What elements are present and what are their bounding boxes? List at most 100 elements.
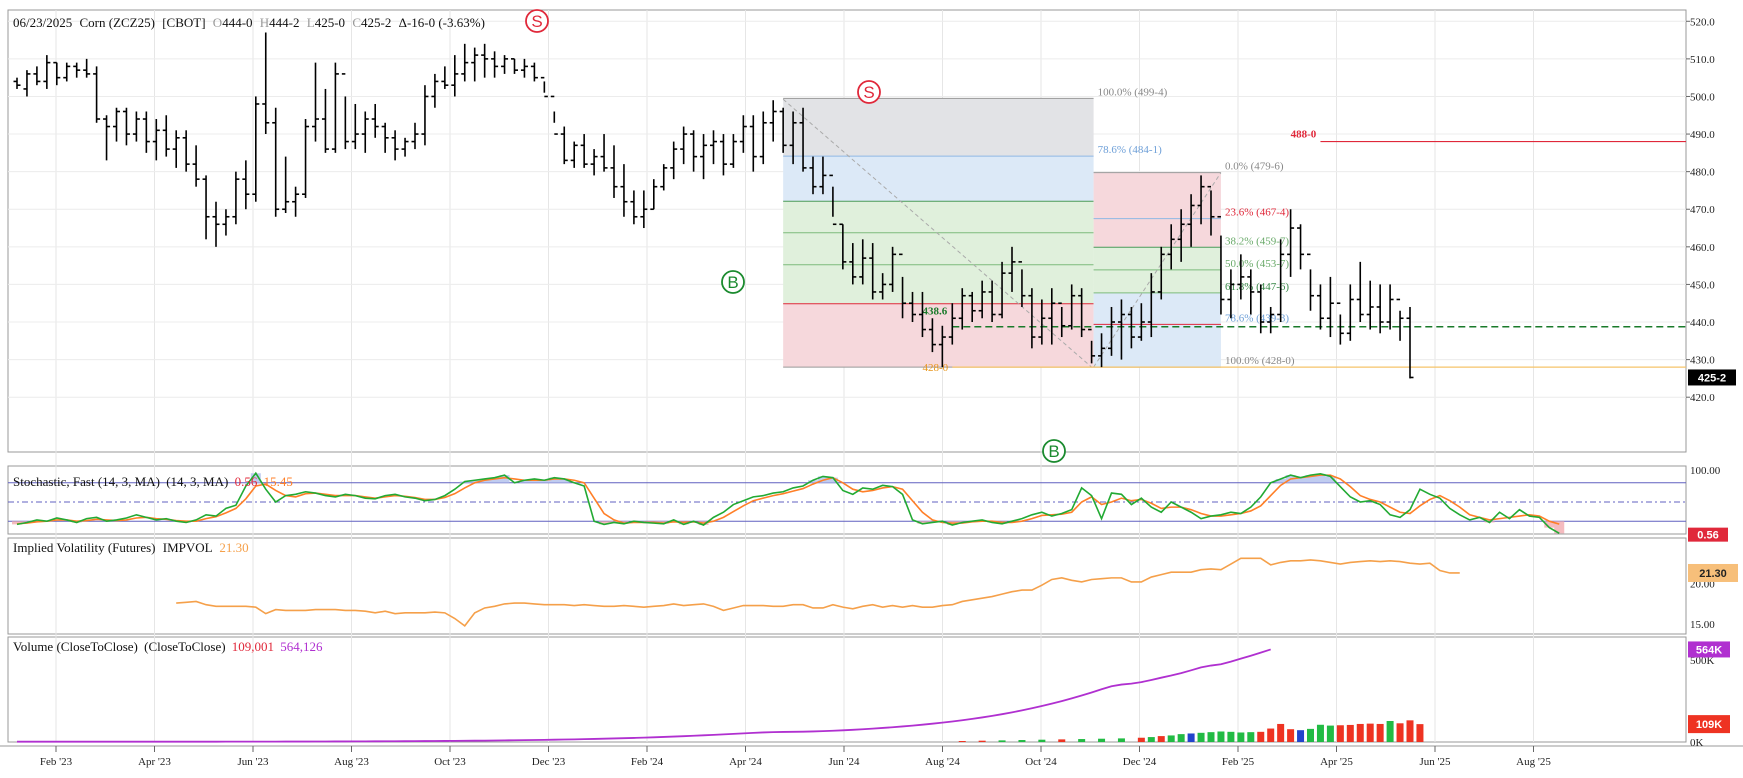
ohlc-bar [73,62,81,78]
volume-bar [1307,728,1314,742]
ohlc-bar [779,107,787,153]
ohlc-bar [501,55,509,74]
fib1-band [783,156,1094,202]
volume-bar [958,741,966,742]
fib2-band [1093,247,1221,270]
ohlc-bar [113,107,120,142]
ohlc-bar [1078,288,1086,338]
volume-bar [1406,720,1414,742]
volume-bar [998,740,1006,742]
stochastic-y-tick-label: 100.00 [1690,465,1721,477]
ohlc-bar [1366,280,1374,330]
ohlc-bar [630,190,638,225]
ohlc-bar [909,291,916,323]
ohlc-bar [103,115,111,161]
header-open-label: O [213,15,222,30]
ohlc-bar [1336,302,1344,345]
ohlc-bar [660,164,668,191]
impvol-y-tick-label: 15.00 [1690,619,1715,631]
ohlc-bar [948,303,956,345]
ohlc-bar [978,280,986,319]
ohlc-bar [132,111,140,142]
fib1-band [783,98,1094,157]
y-tick-label: 440.0 [1690,317,1715,329]
volume-avg-tag [1688,641,1730,658]
ohlc-bar [341,73,349,150]
volume-bar [1227,731,1235,742]
buy-sell-signals: S S B B [525,9,1066,463]
impvol-tag-text: 21.30 [1699,568,1727,580]
ohlc-bar [142,111,150,153]
ohlc-bar [610,145,618,198]
volume-bar [1366,723,1374,742]
ohlc-bar [1247,269,1255,315]
ohlc-bar [192,145,200,187]
fib2-level-label: 100.0% (428-0) [1225,355,1295,367]
signal-letter: B [1048,442,1059,461]
volume-avg-tag-text: 564K [1696,644,1722,656]
ohlc-bar [710,130,717,165]
y-tick-label: 470.0 [1690,204,1715,216]
volume-bar [1376,723,1384,742]
ohlc-bar [13,77,21,89]
ohlc-bar [33,66,41,86]
ohlc-bar [351,103,359,150]
volume-bar [1018,740,1026,742]
axes: Feb '23 Apr '23 Jun '23 Aug '23 Oct '23 Dec '… [40,16,1738,768]
ohlc-bar [590,149,598,176]
ohlc-bar [23,70,31,97]
ohlc-bar [640,190,648,229]
fibonacci-retracements: 100.0% (499-4)78.6% (484-1)61.8% (472-1)… [782,86,1295,368]
stochastic-k-line [16,471,1560,535]
fib1-level-label: 78.6% (484-1) [1098,144,1162,156]
ohlc-bar [1018,261,1026,307]
fib2-trend-line [1093,172,1222,368]
stochastic-k-value: 0.56 [235,474,258,489]
support-label: 438.6 [922,306,947,318]
ohlc-bar [461,43,469,82]
price-bars [13,32,1414,379]
x-tick-label: Apr '24 [729,756,762,768]
signal-letter: S [863,83,874,102]
ohlc-bar [152,119,160,161]
volume-bar [1257,731,1265,742]
ohlc-bar [481,43,489,78]
volume-bar [1217,731,1225,742]
impvol-indicator: IMPVOL [163,540,213,555]
fib2-level-label: 61.8% (447-6) [1225,281,1289,293]
ohlc-bar [1346,284,1354,341]
ohlc-bar [938,325,946,368]
implied-volatility-panel [176,557,1460,627]
ohlc-bar [650,179,658,211]
ohlc-bar [1297,224,1305,270]
fib2-band [1093,218,1221,248]
fib2-band [1093,324,1221,368]
fib1-band [783,201,1094,233]
ohlc-bar [1287,209,1295,277]
volume-value: 109,001 [232,639,274,654]
ohlc-bar [570,141,578,168]
fib2-level-label: 0.0% (479-6) [1225,161,1284,173]
ohlc-bar [1157,246,1165,300]
header-close-label: C [352,15,361,30]
ohlc-bar [809,156,817,195]
header-close: 425-2 [361,15,391,30]
ohlc-bar [182,130,190,172]
x-tick-label: Jun '25 [1419,756,1451,768]
ohlc-bar [93,66,101,123]
impvol-value: 21.30 [219,540,248,555]
ohlc-bar [272,107,280,217]
ohlc-bar [550,95,558,135]
volume-bar [1356,723,1364,742]
ohlc-bar [520,58,528,78]
x-tick-label: Feb '24 [631,756,664,768]
panel-border-0 [7,9,1687,453]
ohlc-bar [471,47,479,82]
stochastic-title: Stochastic, Fast (14, 3, MA) (14, 3, MA)… [13,474,293,489]
impvol-line [176,557,1460,627]
volume-bar [1336,725,1344,742]
ohlc-bar [918,291,926,338]
y-tick-label: 490.0 [1690,129,1715,141]
fib2-band [1093,172,1221,219]
